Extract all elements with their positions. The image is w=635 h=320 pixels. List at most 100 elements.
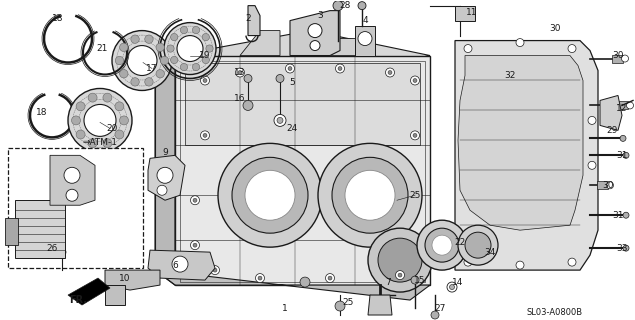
Circle shape [245, 170, 295, 220]
Circle shape [326, 274, 335, 283]
Polygon shape [597, 181, 608, 189]
Circle shape [465, 232, 491, 258]
Polygon shape [458, 56, 583, 230]
Circle shape [115, 102, 124, 111]
Circle shape [58, 248, 66, 256]
Circle shape [192, 27, 199, 34]
Circle shape [190, 241, 199, 250]
Circle shape [258, 276, 262, 280]
Text: 21: 21 [97, 44, 108, 53]
Circle shape [115, 130, 124, 139]
Circle shape [358, 32, 372, 45]
Text: 19: 19 [199, 51, 211, 60]
Circle shape [588, 161, 596, 169]
Circle shape [276, 75, 284, 83]
Circle shape [112, 31, 172, 91]
Text: 24: 24 [286, 124, 298, 133]
Polygon shape [355, 26, 375, 56]
Circle shape [335, 301, 345, 311]
Circle shape [623, 245, 629, 251]
Circle shape [432, 235, 452, 255]
Circle shape [568, 258, 576, 266]
Circle shape [190, 196, 199, 205]
Circle shape [116, 56, 124, 65]
Polygon shape [50, 155, 95, 205]
Circle shape [177, 36, 203, 61]
Circle shape [157, 167, 173, 183]
Text: 31: 31 [616, 151, 628, 160]
Circle shape [376, 306, 384, 314]
Text: 7: 7 [385, 277, 391, 287]
Text: 6: 6 [172, 260, 178, 270]
Polygon shape [455, 41, 598, 270]
Circle shape [156, 69, 164, 78]
Circle shape [417, 220, 467, 270]
Circle shape [213, 268, 217, 272]
Text: 18: 18 [36, 108, 48, 117]
Polygon shape [248, 6, 260, 36]
Circle shape [76, 102, 85, 111]
Circle shape [286, 64, 295, 73]
Circle shape [238, 70, 242, 75]
Circle shape [145, 35, 153, 44]
Text: 10: 10 [119, 274, 131, 283]
Circle shape [516, 39, 524, 46]
Circle shape [68, 88, 132, 152]
Circle shape [218, 143, 322, 247]
Circle shape [103, 139, 112, 148]
Polygon shape [15, 200, 65, 258]
Circle shape [396, 271, 404, 280]
Text: 11: 11 [466, 8, 478, 17]
Text: 9: 9 [162, 148, 168, 157]
Polygon shape [68, 278, 110, 305]
Circle shape [623, 152, 629, 158]
Circle shape [388, 70, 392, 75]
Circle shape [206, 45, 213, 52]
Polygon shape [175, 31, 430, 81]
Circle shape [516, 261, 524, 269]
Text: 20: 20 [106, 124, 117, 133]
Circle shape [328, 276, 332, 280]
Circle shape [156, 43, 164, 52]
Polygon shape [155, 56, 175, 270]
Polygon shape [148, 155, 185, 200]
Circle shape [410, 76, 420, 85]
Circle shape [243, 100, 253, 110]
Circle shape [202, 56, 210, 64]
Circle shape [623, 212, 629, 218]
Circle shape [450, 284, 455, 290]
Text: 4: 4 [362, 16, 368, 25]
Text: 15: 15 [414, 276, 425, 284]
Circle shape [620, 135, 626, 141]
Text: 34: 34 [485, 248, 496, 257]
Circle shape [627, 102, 634, 109]
Circle shape [447, 282, 457, 292]
Circle shape [277, 117, 283, 124]
Circle shape [119, 69, 128, 78]
Text: 25: 25 [342, 298, 354, 307]
Circle shape [333, 1, 343, 11]
Circle shape [410, 131, 420, 140]
Circle shape [192, 63, 199, 71]
Text: FR.: FR. [69, 295, 87, 305]
Text: 33: 33 [616, 244, 628, 253]
Polygon shape [155, 270, 430, 300]
Circle shape [131, 78, 139, 86]
Circle shape [345, 170, 395, 220]
Text: 27: 27 [434, 304, 446, 313]
Text: 16: 16 [234, 94, 246, 103]
Circle shape [368, 228, 432, 292]
Circle shape [119, 43, 128, 52]
Circle shape [300, 277, 310, 287]
Circle shape [72, 116, 81, 125]
Text: SL03-A0800B: SL03-A0800B [527, 308, 583, 316]
Circle shape [431, 311, 439, 319]
Circle shape [378, 238, 422, 282]
Circle shape [76, 130, 85, 139]
Text: 32: 32 [504, 71, 516, 80]
Circle shape [202, 34, 210, 41]
Polygon shape [330, 39, 370, 56]
Circle shape [193, 198, 197, 202]
Circle shape [88, 93, 97, 102]
Circle shape [157, 185, 167, 195]
